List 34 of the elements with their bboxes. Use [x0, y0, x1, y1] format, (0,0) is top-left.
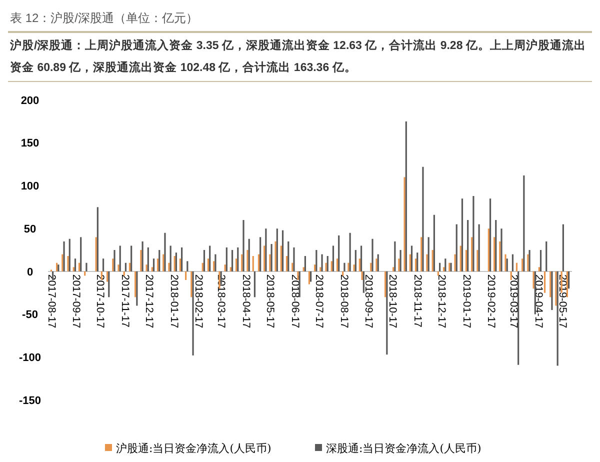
- x-tick-label: 2019-02-17: [485, 274, 498, 328]
- x-tick-label: 2018-09-17: [362, 274, 375, 328]
- legend-label: 深股通:当日资金净流入(人民币): [326, 442, 482, 455]
- x-tick-label: 2017-11-17: [119, 274, 132, 328]
- y-tick-label: 150: [20, 138, 40, 150]
- x-tick-label: 2018-10-17: [386, 274, 399, 328]
- x-tick-label: 2018-07-17: [312, 274, 325, 328]
- x-tick-label: 2018-02-17: [192, 274, 205, 328]
- x-tick-label: 2019-03-17: [508, 274, 520, 328]
- x-tick-label: 2018-04-17: [240, 274, 252, 328]
- x-tick-label: 2019-01-17: [460, 274, 472, 328]
- y-tick-label: -150: [18, 394, 42, 407]
- y-tick-label: 200: [20, 94, 40, 107]
- legend-label: 沪股通:当日资金净流入(人民币): [116, 442, 272, 455]
- x-tick-label: 2017-09-17: [70, 274, 82, 328]
- y-tick-label: -50: [22, 309, 38, 322]
- x-tick-label: 2018-01-17: [168, 274, 180, 328]
- x-tick-label: 2018-08-17: [338, 274, 350, 328]
- x-tick-label: 2017-08-17: [45, 274, 58, 328]
- x-tick-label: 2019-05-17: [556, 274, 569, 328]
- x-tick-label: 2019-04-17: [532, 274, 544, 328]
- x-tick-label: 2017-10-17: [94, 274, 106, 328]
- x-tick-label: 2018-06-17: [288, 274, 301, 328]
- chart-subtitle: 沪股/深股通：上周沪股通流入资金 3.35 亿，深股通流出资金 12.63 亿，合计流出 9.28 亿。上上周沪股通流出资金 60.89 亿，深股通流出资金 102.48 亿，合计流出 163.36 亿。: [8, 33, 592, 82]
- x-tick-label: 2018-03-17: [215, 274, 228, 328]
- y-tick-label: 50: [24, 223, 36, 236]
- x-tick-label: 2018-11-17: [411, 274, 424, 328]
- chart-title: 表 12：沪股/深股通（单位：亿元）: [8, 8, 592, 33]
- y-tick-label: 100: [20, 180, 40, 193]
- y-tick-label: -100: [18, 352, 42, 364]
- y-tick-label: 0: [26, 266, 34, 278]
- x-tick-label: 2018-12-17: [436, 274, 448, 328]
- x-tick-label: 2018-05-17: [264, 274, 276, 328]
- x-tick-label: 2017-12-17: [143, 274, 156, 328]
